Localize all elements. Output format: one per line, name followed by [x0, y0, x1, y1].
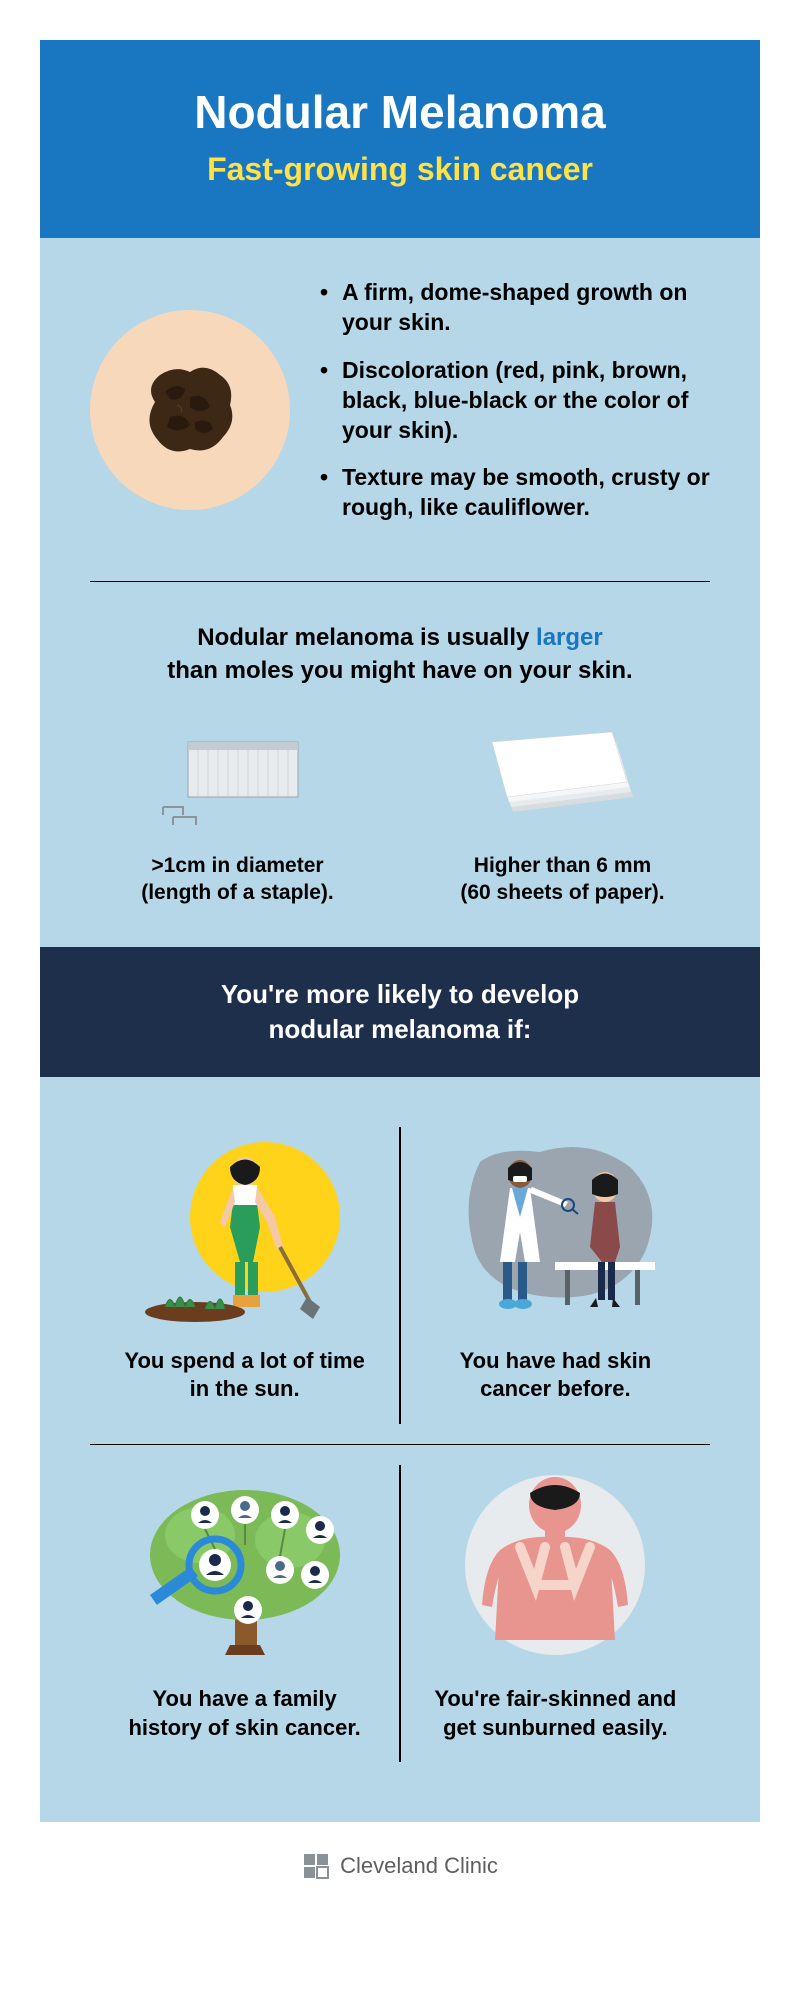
sunburn-illustration [450, 1465, 660, 1665]
characteristics-list: A firm, dome-shaped growth on your skin.… [320, 278, 710, 541]
risk-fair-label: You're fair-skinned and get sunburned ea… [434, 1685, 676, 1742]
risk-factors-grid: You spend a lot of time in the sun. [40, 1077, 760, 1822]
staple-illustration [148, 717, 328, 837]
header: Nodular Melanoma Fast-growing skin cance… [40, 40, 760, 238]
staple-label: >1cm in diameter (length of a staple). [141, 852, 334, 907]
infographic-container: Nodular Melanoma Fast-growing skin cance… [0, 0, 800, 1950]
divider [90, 581, 710, 582]
banner-text: You're more likely to develop nodular me… [60, 977, 740, 1047]
paper-illustration [478, 717, 648, 837]
size-comparison-section: Nodular melanoma is usually larger than … [40, 592, 760, 946]
skin-circle-illustration [90, 310, 290, 510]
main-title: Nodular Melanoma [60, 85, 740, 139]
horizontal-divider [90, 1444, 710, 1445]
risk-fair-skin: You're fair-skinned and get sunburned ea… [401, 1455, 710, 1772]
comparison-row: >1cm in diameter (length of a staple). H… [90, 717, 710, 907]
characteristics-section: A firm, dome-shaped growth on your skin.… [40, 238, 760, 571]
brand-logo-icon [302, 1852, 330, 1880]
gardening-illustration [135, 1127, 355, 1327]
risk-banner: You're more likely to develop nodular me… [40, 947, 760, 1077]
bullet-item: Discoloration (red, pink, brown, black, … [320, 356, 710, 446]
brand-name: Cleveland Clinic [340, 1853, 498, 1879]
bullet-item: A firm, dome-shaped growth on your skin. [320, 278, 710, 338]
risk-sun-label: You spend a lot of time in the sun. [124, 1347, 364, 1404]
infographic-body: Nodular Melanoma Fast-growing skin cance… [40, 40, 760, 1822]
risk-prior-label: You have had skin cancer before. [460, 1347, 652, 1404]
intro-pre: Nodular melanoma is usually [197, 624, 536, 651]
footer: Cleveland Clinic [40, 1822, 760, 1910]
paper-label: Higher than 6 mm (60 sheets of paper). [460, 852, 664, 907]
family-tree-illustration [130, 1465, 360, 1665]
grid-row-2: You have a family history of skin cancer… [90, 1455, 710, 1772]
comparison-paper: Higher than 6 mm (60 sheets of paper). [415, 717, 710, 907]
lesion-icon [135, 357, 245, 462]
risk-prior-cancer: You have had skin cancer before. [401, 1117, 710, 1434]
risk-family: You have a family history of skin cancer… [90, 1455, 399, 1772]
intro-post: than moles you might have on your skin. [167, 657, 632, 684]
comparison-intro: Nodular melanoma is usually larger than … [90, 622, 710, 687]
risk-family-label: You have a family history of skin cancer… [128, 1685, 360, 1742]
risk-sun: You spend a lot of time in the sun. [90, 1117, 399, 1434]
highlight-word: larger [536, 624, 603, 651]
subtitle: Fast-growing skin cancer [60, 151, 740, 188]
doctor-exam-illustration [440, 1127, 670, 1327]
grid-row-1: You spend a lot of time in the sun. [90, 1117, 710, 1434]
bullet-item: Texture may be smooth, crusty or rough, … [320, 463, 710, 523]
comparison-staple: >1cm in diameter (length of a staple). [90, 717, 385, 907]
